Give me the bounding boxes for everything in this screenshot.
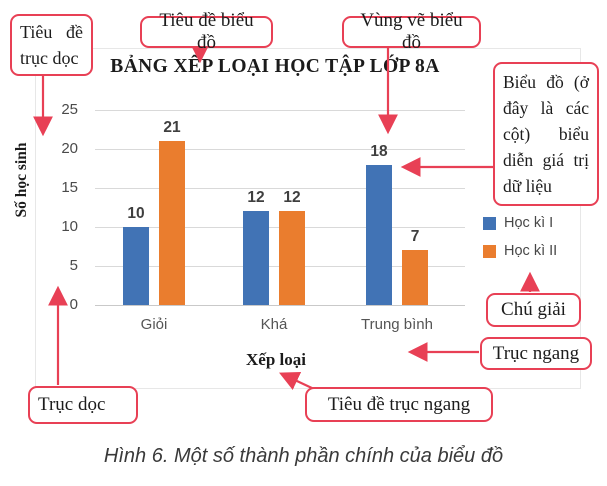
callout-chart-title-label: Tiêu đề biểu đồ — [159, 10, 254, 53]
legend-label: Học kì II — [504, 243, 558, 259]
y-tick-label: 5 — [69, 257, 78, 274]
x-category-label: Giỏi — [140, 316, 168, 333]
bar — [243, 211, 269, 305]
callout-vertical-axis: Trục dọc — [28, 386, 138, 424]
bar — [159, 141, 185, 305]
callout-legend-label: Chú giải — [501, 299, 566, 320]
callout-vertical-axis-title-label: Tiêu đề trục dọc — [20, 22, 83, 68]
bar-value-label: 10 — [127, 205, 145, 222]
callout-horizontal-axis-title: Tiêu đề trục ngang — [305, 387, 493, 422]
x-category-label: Trung bình — [361, 316, 433, 333]
bar — [402, 250, 428, 305]
bar — [123, 227, 149, 305]
bar-value-label: 18 — [370, 142, 388, 160]
chart-title: BẢNG XẾP LOẠI HỌC TẬP LỚP 8A — [110, 56, 440, 77]
gridline — [95, 110, 465, 111]
callout-legend: Chú giải — [486, 293, 581, 327]
y-tick-label: 0 — [69, 296, 78, 313]
callout-plot-area-label: Vùng vẽ biểu đồ — [360, 10, 463, 53]
y-tick-label: 25 — [61, 101, 78, 118]
x-category-label: Khá — [260, 316, 288, 333]
callout-horizontal-axis-label: Trục ngang — [492, 342, 580, 364]
callout-chart-title: Tiêu đề biểu đồ — [140, 10, 273, 53]
gridline — [95, 149, 465, 150]
y-tick-label: 20 — [61, 140, 78, 157]
callout-horizontal-axis: Trục ngang — [480, 337, 592, 370]
y-axis-title: Số học sinh — [13, 142, 30, 218]
callout-vertical-axis-title: Tiêu đề trục dọc — [10, 14, 93, 76]
legend-label: Học kì I — [504, 215, 554, 231]
bar-value-label: 12 — [247, 189, 265, 207]
gridline — [95, 305, 465, 306]
callout-plot-area: Vùng vẽ biểu đồ — [342, 10, 481, 53]
bar-value-label: 12 — [283, 189, 301, 207]
callout-vertical-axis-label: Trục dọc — [38, 394, 106, 415]
x-axis-title: Xếp loại — [246, 350, 306, 369]
callout-horizontal-axis-title-label: Tiêu đề trục ngang — [327, 393, 471, 415]
bar-value-label: 21 — [163, 119, 181, 137]
legend-swatch — [483, 216, 496, 230]
y-tick-label: 10 — [61, 218, 78, 235]
legend-item: Học kì II — [483, 243, 557, 259]
figure-caption: Hình 6. Một số thành phần chính của biểu… — [103, 445, 504, 467]
legend-swatch — [483, 244, 496, 258]
bar — [279, 211, 305, 305]
gridline — [95, 188, 465, 189]
y-tick-label: 15 — [61, 179, 78, 196]
bar-value-label: 7 — [410, 228, 420, 246]
callout-bars-description-label: Biểu đồ (ở đây là các cột) biểu diễn giá… — [503, 72, 589, 196]
legend-item: Học kì I — [483, 215, 553, 231]
bar — [366, 164, 392, 305]
callout-bars-description: Biểu đồ (ở đây là các cột) biểu diễn giá… — [493, 62, 599, 206]
